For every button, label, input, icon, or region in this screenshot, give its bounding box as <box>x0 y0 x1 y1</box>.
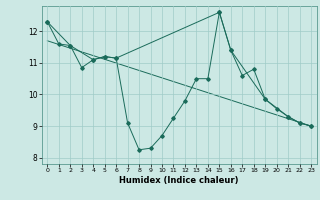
X-axis label: Humidex (Indice chaleur): Humidex (Indice chaleur) <box>119 176 239 185</box>
